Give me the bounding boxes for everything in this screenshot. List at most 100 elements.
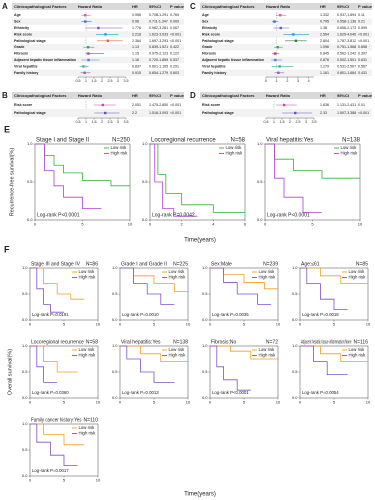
hr-value: 1.161 [320,71,329,75]
n-label: N=58 [230,138,245,144]
factor-label: Risk score [202,32,220,36]
column-header: Hazard Ratio [266,93,291,98]
column-header: P value [170,4,185,9]
ci-value: 1.507-3.388 [337,111,356,115]
y-axis-title: Overall survival(%) [7,349,13,395]
factor-label: Grade [202,45,212,49]
factor-label: Grade [14,45,24,49]
hr-point [273,52,277,55]
hr-point [101,103,105,107]
y-tick-label: 1.0 [112,343,118,348]
logrank-note: Log-rank P=0.0018 [302,312,339,317]
factor-label: Pathological stage [202,39,234,43]
header-band [12,3,184,10]
y-tick-label: 0.0 [142,217,148,222]
p-value: <0.001 [170,111,181,115]
panel-title: Stage I and Stage II [36,138,89,144]
ci-value: 0.975-2.123 [149,52,168,56]
factor-label: Adjacent hepatic tissue inflammation [202,58,264,62]
logrank-note: Log-rank P=0.0360 [32,390,69,395]
logrank-note: Log-rank P=0.0010 [122,312,159,317]
survival-curve [30,267,64,313]
factor-label: Pathological stage [14,111,46,115]
p-value: 0.21 [358,20,365,24]
hr-point [278,65,281,68]
y-tick-label: 1.0 [257,141,263,146]
survival-curve [300,267,368,284]
column-header: HR [320,4,326,9]
p-value: 0.122 [170,52,179,56]
column-header: HR [132,93,138,98]
column-header: Clinicopathological Factors [202,93,255,98]
p-value: 0.431 [358,71,367,75]
hr-value: 1.13 [132,45,139,49]
factor-label: Pathological stage [202,111,234,115]
row-band [200,44,372,51]
legend-label: High risk [259,275,277,280]
x-tick-label: 10 [96,400,101,405]
x-tick-label: 3 [297,79,299,83]
x-tick-label: 2 [101,120,103,124]
x-tick-label: 3.5 [312,120,317,124]
x-tick-label: 10 [96,478,101,483]
hr-value: 0.915 [132,71,141,75]
row-band [200,69,372,76]
logrank-note: Log-rank P=0.0035 [212,312,249,317]
ci-value: 0.531-2.567 [337,64,356,68]
y-axis-title: Recurrence-free survival(%) [9,148,15,217]
p-value: <0.001 [358,39,369,43]
column-header: P value [358,4,373,9]
x-tick-label: 1.5 [92,79,97,83]
x-tick-label: 5 [63,322,66,327]
ci-value: 0.502-1.501 [337,58,356,62]
survival-curve [30,423,78,466]
logrank-note: Log-rank P=0.0042 [152,212,195,218]
x-tick-label: 5 [243,322,246,327]
hr-value: 2.218 [132,32,141,36]
x-tick-label: 6 [244,222,247,227]
factor-label: Fibrosis [14,52,28,56]
y-tick-label: 0.0 [202,395,208,400]
ci-value: 1.787-3.812 [337,39,356,43]
survival-curve [150,143,198,217]
panel-label: C [190,2,196,11]
ci-value: 1.475-2.850 [149,103,168,107]
logrank-note: Log-rank P<0.0001 [212,390,249,395]
ci-value: 0.558-1.136 [337,20,356,24]
survival-curve [300,267,348,310]
hr-point [279,14,282,17]
y-tick-label: 0.0 [292,317,298,322]
x-tick-label: 5 [243,400,246,405]
legend-label: Low risk [259,269,276,274]
legend-label: High risk [79,353,97,358]
p-value: 0.11 [358,13,365,17]
x-tick-label: 0 [119,400,122,405]
survival-curve [210,267,272,305]
hr-point [83,71,86,74]
ci-value: 0.654-1.279 [149,71,168,75]
p-value: <0.001 [170,103,181,107]
legend-label: High risk [226,151,244,156]
y-tick-label: 0.5 [112,291,118,296]
ci-value: 0.937-1.894 [337,13,356,17]
logrank-note: Log-rank P=0.0191 [32,312,69,317]
hr-point [282,103,286,107]
ci-value: 0.751-1.568 [337,45,356,49]
legend-label: Low risk [169,347,186,352]
x-tick-label: 5 [333,322,336,327]
header-band [200,92,372,99]
x-tick-label: 10 [366,400,371,405]
y-tick-label: 0.0 [257,217,263,222]
hr-value: 2.2 [132,111,137,115]
header-band [12,92,184,99]
p-value: <0.001 [170,32,181,36]
hr-value: 1.38 [320,26,327,30]
survival-curve [30,423,85,446]
x-tick-label: 5 [81,222,84,227]
n-label: N=72 [266,339,278,345]
n-label: N=116 [353,339,368,345]
x-tick-label: 0 [209,400,212,405]
legend-label: High risk [259,353,277,358]
panel-title: Adjacent hepatic tissue inflammation:Non… [301,339,352,345]
